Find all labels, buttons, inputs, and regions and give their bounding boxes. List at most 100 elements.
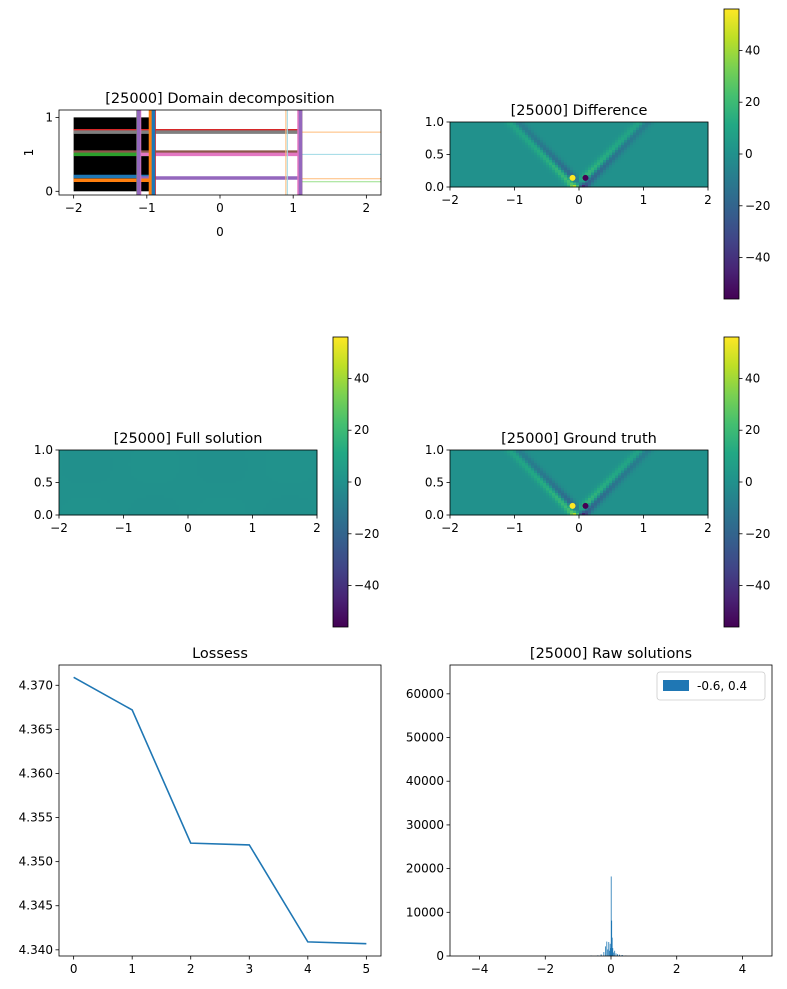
heatmap-cell	[296, 485, 300, 488]
heatmap-cell	[137, 487, 141, 491]
heatmap-cell	[74, 465, 78, 468]
heatmap-cell	[260, 490, 264, 493]
heatmap-cell	[621, 132, 625, 135]
heatmap-cell	[696, 179, 700, 183]
heatmap-cell	[194, 487, 198, 491]
heatmap-cell	[170, 472, 174, 476]
heatmap-cell	[585, 149, 589, 153]
heatmap-cell	[80, 512, 84, 516]
heatmap-cell	[510, 149, 514, 153]
heatmap-cell	[597, 157, 601, 160]
heatmap-cell	[588, 137, 592, 140]
heatmap-cell	[239, 510, 243, 513]
heatmap-cell	[462, 455, 466, 458]
heatmap-cell	[477, 470, 481, 473]
heatmap-cell	[621, 142, 625, 145]
heatmap-cell	[62, 450, 66, 453]
heatmap-cell	[83, 467, 87, 471]
heatmap-cell	[242, 455, 246, 458]
heatmap-cell	[492, 132, 496, 135]
heatmap-cell	[212, 500, 216, 503]
heatmap-cell	[122, 467, 126, 471]
heatmap-cell	[173, 470, 177, 473]
heatmap-cell	[540, 172, 544, 175]
heatmap-cell	[287, 507, 291, 511]
heatmap-cell	[483, 172, 487, 175]
heatmap-cell	[504, 177, 508, 180]
heatmap-cell	[486, 147, 490, 150]
heatmap-cell	[549, 162, 553, 165]
heatmap-cell	[248, 512, 252, 516]
heatmap-cell	[636, 174, 640, 178]
heatmap-cell	[705, 129, 709, 133]
heatmap-cell	[284, 452, 288, 456]
heatmap-cell	[224, 497, 228, 501]
heatmap-cell	[155, 512, 159, 516]
heatmap-cell	[684, 134, 688, 138]
heatmap-cell	[699, 174, 703, 178]
heatmap-cell	[699, 147, 703, 150]
heatmap-cell	[257, 497, 261, 501]
heatmap-cell	[302, 465, 306, 468]
heatmap-cell	[513, 124, 517, 128]
heatmap-cell	[594, 127, 598, 130]
heatmap-cell	[74, 457, 78, 461]
heatmap-cell	[462, 495, 466, 498]
heatmap-cell	[621, 127, 625, 130]
heatmap-cell	[311, 472, 315, 476]
heatmap-cell	[200, 505, 204, 508]
heatmap-cell	[314, 450, 318, 453]
heatmap-cell	[275, 457, 279, 461]
heatmap-cell	[681, 139, 685, 143]
heatmap-cell	[179, 452, 183, 456]
heatmap-cell	[579, 177, 583, 180]
heatmap-cell	[471, 139, 475, 143]
heatmap-cell	[495, 467, 499, 471]
heatmap-cell	[110, 505, 114, 508]
heatmap-cell	[242, 467, 246, 471]
heatmap-cell	[221, 457, 225, 461]
heatmap-cell	[462, 475, 466, 478]
heatmap-cell	[143, 462, 147, 466]
heatmap-cell	[474, 457, 478, 461]
heatmap-cell	[161, 460, 165, 463]
heatmap-cell	[188, 485, 192, 488]
heatmap-cell	[600, 142, 604, 145]
heatmap-cell	[555, 177, 559, 180]
heatmap-cell	[245, 502, 249, 506]
heatmap-cell	[465, 142, 469, 145]
heatmap-cell	[642, 124, 646, 128]
heatmap-cell	[203, 455, 207, 458]
heatmap-cell	[546, 144, 550, 148]
heatmap-cell	[68, 465, 72, 468]
heatmap-cell	[645, 127, 649, 130]
heatmap-cell	[588, 122, 592, 125]
heatmap-cell	[59, 475, 63, 478]
heatmap-cell	[672, 169, 676, 173]
heatmap-cell	[579, 159, 583, 163]
heatmap-cell	[272, 457, 276, 461]
heatmap-cell	[621, 149, 625, 153]
heatmap-cell	[236, 477, 240, 481]
heatmap-cell	[113, 495, 117, 498]
heatmap-cell	[615, 164, 619, 168]
heatmap-cell	[89, 485, 93, 488]
heatmap-cell	[68, 502, 72, 506]
heatmap-cell	[486, 129, 490, 133]
heatmap-cell	[83, 482, 87, 486]
heatmap-cell	[131, 495, 135, 498]
heatmap-cell	[573, 144, 577, 148]
heatmap-cell	[684, 174, 688, 178]
heatmap-cell	[182, 485, 186, 488]
heatmap-cell	[287, 480, 291, 483]
heatmap-cell	[678, 122, 682, 125]
heatmap-cell	[296, 475, 300, 478]
heatmap-cell	[648, 184, 652, 188]
heatmap-cell	[618, 174, 622, 178]
heatmap-cell	[299, 497, 303, 501]
heatmap-cell	[80, 457, 84, 461]
heatmap-cell	[690, 172, 694, 175]
heatmap-cell	[293, 467, 297, 471]
heatmap-cell	[245, 485, 249, 488]
heatmap-cell	[567, 162, 571, 165]
